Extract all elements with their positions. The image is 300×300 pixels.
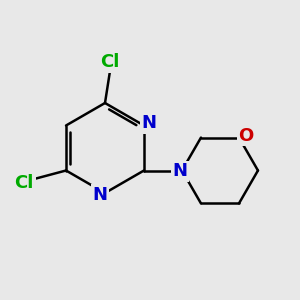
Text: N: N [92, 186, 107, 204]
Text: Cl: Cl [100, 53, 120, 71]
Text: N: N [172, 163, 188, 181]
Text: O: O [238, 127, 254, 145]
Text: N: N [142, 115, 157, 133]
Text: Cl: Cl [14, 173, 34, 191]
